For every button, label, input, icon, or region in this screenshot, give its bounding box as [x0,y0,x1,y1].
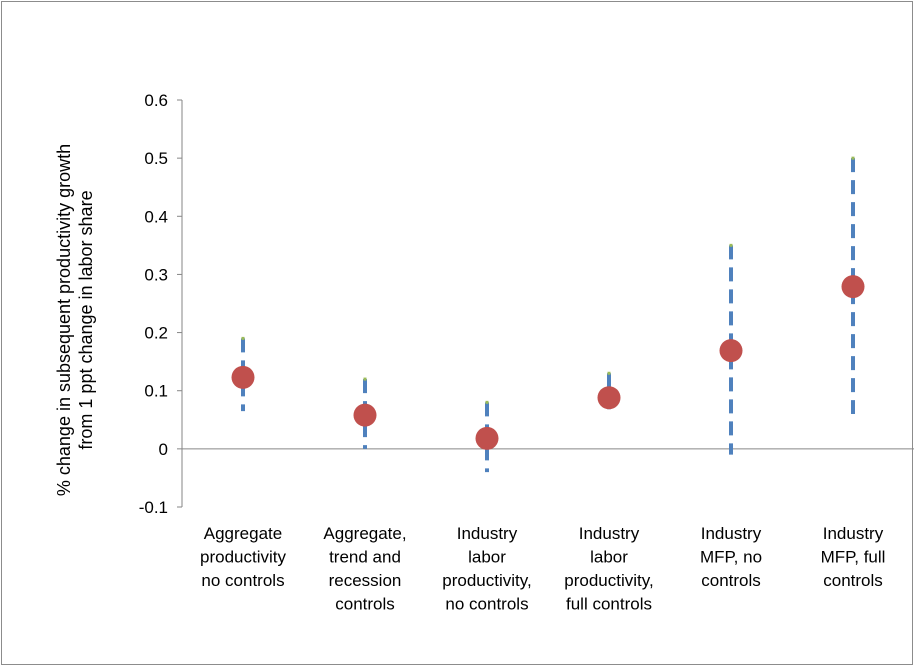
category-label-line: trend and [329,548,401,567]
confidence-intervals [241,156,855,473]
axes [181,100,914,507]
y-axis-ticks: -0.1 0 0.1 0.2 0.3 0.4 0.5 0.6 [139,91,182,517]
y-tick-label: 0.1 [144,382,168,401]
y-axis-title-line: from 1 ppt change in labor share [76,190,96,449]
y-axis-title-line: % change in subsequent productivity grow… [54,144,74,496]
category-label-line: controls [823,571,883,590]
y-tick-label: -0.1 [139,498,168,517]
category-label-line: Aggregate [204,524,282,543]
category-label-line: MFP, no [700,548,762,567]
category-label-line: Industry [457,524,518,543]
category-label-line: recession [329,571,402,590]
category-label-line: Industry [823,524,884,543]
category-label-line: Industry [579,524,640,543]
y-tick-label: 0.5 [144,149,168,168]
category-label-line: MFP, full [821,548,886,567]
category-label-line: productivity [200,548,286,567]
category-label-line: controls [335,595,395,614]
category-label-line: Industry [701,524,762,543]
category-labels: Aggregate productivity no controls Aggregat… [200,524,885,614]
point-estimates [231,275,865,450]
category-label-line: productivity, [564,571,653,590]
category-label-line: full controls [566,595,652,614]
estimate-point [841,275,865,299]
y-tick-label: 0.6 [144,91,168,110]
category-label-line: Aggregate, [323,524,406,543]
category-label-line: labor [468,548,506,567]
estimate-point [719,339,743,363]
category-label-line: no controls [445,595,528,614]
category-label-line: controls [701,571,761,590]
estimate-point [353,403,377,427]
y-tick-label: 0.3 [144,265,168,284]
category-label-line: productivity, [442,571,531,590]
category-label-line: labor [590,548,628,567]
estimate-point [231,365,255,389]
estimate-point [597,386,621,410]
y-tick-label: 0 [159,440,168,459]
estimate-point [475,426,499,450]
y-tick-label: 0.2 [144,324,168,343]
y-tick-label: 0.4 [144,207,168,226]
category-label-line: no controls [201,571,284,590]
y-axis-title: % change in subsequent productivity grow… [54,144,96,496]
